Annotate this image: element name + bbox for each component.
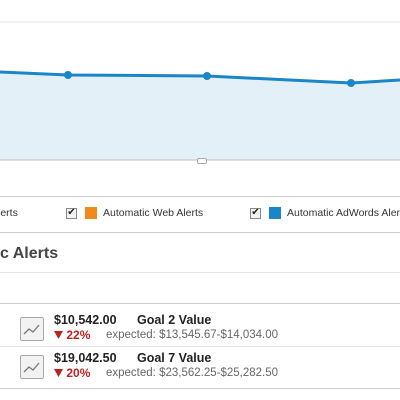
alert-type-legend: lerts ✔ Automatic Web Alerts ✔ Automatic…: [0, 196, 400, 230]
alert-amount: $10,542.00: [54, 313, 117, 327]
section-title: c Alerts: [0, 245, 59, 262]
data-point[interactable]: [203, 72, 211, 80]
divider: [0, 346, 400, 347]
list-item[interactable]: $19,042.50 Goal 7 Value 20% expected: $2…: [0, 348, 400, 388]
alert-goal[interactable]: Goal 2 Value: [137, 313, 212, 327]
legend-item-adwords-alerts[interactable]: ✔ Automatic AdWords Alerts: [250, 207, 400, 219]
legend-label-custom-alerts: lerts: [0, 207, 18, 219]
legend-label-adwords-alerts: Automatic AdWords Alerts: [287, 207, 400, 219]
alert-change: 22%: [54, 328, 90, 342]
alert-expected: expected: $23,562.25-$25,282.50: [106, 367, 279, 379]
alert-change-value: 20%: [66, 366, 91, 380]
adwords-alerts-swatch: [269, 207, 281, 219]
down-arrow-icon: [54, 331, 63, 339]
data-point[interactable]: [347, 79, 355, 87]
series-area: [0, 72, 400, 160]
alert-change: 20%: [54, 366, 90, 380]
divider: [0, 272, 400, 273]
chart-resize-handle[interactable]: [197, 158, 207, 164]
list-item[interactable]: $10,542.00 Goal 2 Value 22% expected: $1…: [0, 308, 400, 348]
data-point[interactable]: [64, 71, 72, 79]
legend-item-custom-alerts: lerts: [0, 207, 18, 219]
alert-list: $10,542.00 Goal 2 Value 22% expected: $1…: [0, 303, 400, 389]
web-alerts-checkbox[interactable]: ✔: [66, 207, 77, 219]
divider: [0, 196, 400, 197]
overview-chart: [0, 21, 400, 161]
web-alerts-swatch: [85, 207, 97, 219]
legend-item-web-alerts[interactable]: ✔ Automatic Web Alerts: [66, 207, 203, 219]
alert-goal[interactable]: Goal 7 Value: [137, 351, 212, 365]
down-arrow-icon: [54, 369, 63, 377]
sparkline-icon[interactable]: [20, 317, 44, 341]
divider: [0, 232, 400, 233]
alert-expected: expected: $13,545.67-$14,034.00: [106, 329, 279, 341]
alert-change-value: 22%: [66, 328, 91, 342]
alert-amount: $19,042.50: [54, 351, 117, 365]
legend-label-web-alerts: Automatic Web Alerts: [103, 207, 204, 219]
adwords-alerts-checkbox[interactable]: ✔: [250, 207, 261, 219]
sparkline-icon[interactable]: [20, 355, 44, 379]
